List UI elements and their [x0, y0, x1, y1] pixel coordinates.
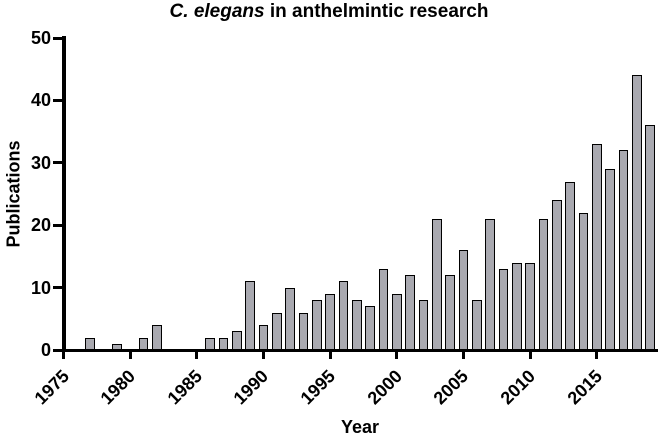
bar-2008: [498, 268, 509, 350]
bar-1986: [205, 337, 215, 350]
bar-2018: [632, 75, 642, 350]
y-axis-line: [62, 36, 66, 352]
x-tick: [461, 352, 465, 359]
y-tick: [53, 36, 62, 40]
x-tick-label: 1990: [230, 365, 273, 409]
bar-2001: [405, 275, 415, 350]
bar-1994: [312, 300, 322, 350]
x-axis-title: Year: [340, 417, 380, 437]
bar-1998: [365, 306, 375, 350]
chart-title-rest: in anthelmintic research: [264, 1, 489, 22]
y-tick: [53, 223, 62, 227]
bar-2012: [552, 200, 562, 350]
y-tick-label: 30: [30, 152, 51, 173]
y-tick: [53, 348, 62, 352]
bar-2004: [445, 275, 455, 350]
x-axis-line: [62, 348, 658, 353]
x-tick: [328, 352, 332, 359]
bar-1993: [298, 312, 309, 350]
bar-1989: [245, 281, 255, 350]
bar-2005: [458, 250, 469, 350]
bar-2002: [418, 300, 429, 350]
chart-title: C. elegans in anthelmintic research: [0, 1, 658, 23]
x-tick-label: 1975: [30, 365, 73, 409]
bar-2006: [472, 300, 482, 350]
bar-2019: [645, 125, 655, 350]
x-tick-label: 2005: [430, 365, 473, 409]
bar-1995: [325, 293, 335, 350]
bar-1977: [85, 337, 95, 350]
bar-1997: [352, 300, 362, 350]
x-tick-label: 1995: [296, 365, 340, 409]
bar-1979: [112, 343, 122, 350]
chart-title-species: C. elegans: [169, 1, 265, 22]
x-tick-label: 1985: [163, 365, 206, 409]
x-tick: [62, 352, 65, 359]
x-tick-label: 2000: [363, 365, 406, 409]
bar-2003: [432, 218, 442, 350]
y-tick-label: 0: [40, 340, 51, 360]
x-tick: [528, 352, 532, 359]
bar-1996: [338, 281, 349, 350]
bar-2011: [538, 218, 549, 350]
bar-1988: [232, 331, 242, 350]
x-tick: [395, 352, 399, 359]
x-tick: [595, 352, 599, 359]
bar-2007: [485, 218, 495, 350]
bar-2009: [512, 262, 522, 350]
y-tick: [53, 286, 62, 290]
bar-1990: [258, 325, 269, 350]
bar-1992: [285, 287, 295, 350]
y-tick: [53, 98, 62, 102]
bar-2015: [592, 144, 602, 350]
y-tick-label: 40: [30, 90, 51, 111]
y-tick-label: 10: [30, 277, 51, 298]
bar-2013: [565, 181, 575, 350]
bar-2017: [618, 150, 629, 350]
bar-1982: [152, 325, 162, 350]
bar-1999: [378, 268, 389, 350]
x-tick-label: 2015: [563, 365, 606, 409]
bar-1981: [138, 337, 149, 350]
bar-1991: [272, 312, 282, 350]
y-tick-label: 20: [30, 215, 51, 236]
x-tick-label: 1980: [96, 365, 140, 409]
bar-2016: [605, 169, 615, 350]
bar-1987: [218, 337, 229, 350]
y-tick: [53, 161, 62, 165]
x-tick: [261, 352, 265, 359]
x-tick: [128, 352, 132, 359]
bar-2000: [392, 293, 402, 350]
bar-2014: [578, 212, 589, 350]
x-tick-label: 2010: [496, 365, 540, 409]
y-tick-label: 50: [30, 28, 51, 48]
bar-2010: [525, 262, 535, 350]
x-tick: [195, 352, 199, 359]
